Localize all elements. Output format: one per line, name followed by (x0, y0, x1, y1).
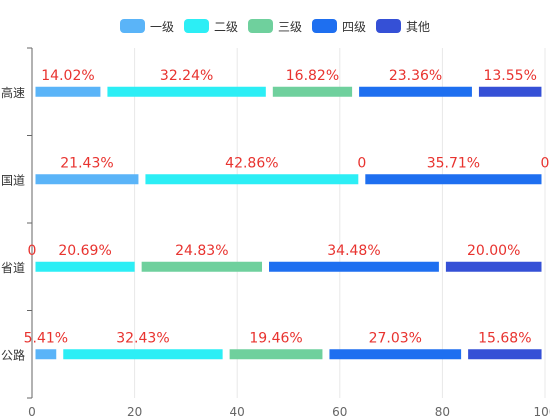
data-label: 13.55% (483, 68, 536, 84)
x-tick-label: 40 (230, 405, 245, 419)
bar-segment (141, 261, 263, 272)
x-tick-label: 100 (534, 405, 550, 419)
bar-segment (35, 349, 57, 360)
data-label: 24.83% (175, 243, 228, 259)
x-tick-label: 20 (127, 405, 142, 419)
data-label: 15.68% (478, 330, 531, 346)
bar-segment (365, 174, 542, 185)
legend-swatch (376, 19, 401, 33)
legend-label: 四级 (342, 19, 367, 34)
bar-segment (359, 86, 472, 97)
legend-item[interactable]: 三级 (248, 15, 302, 37)
legend-swatch (184, 19, 209, 33)
legend-item[interactable]: 二级 (184, 15, 238, 37)
bar-segment (269, 261, 439, 272)
data-label: 27.03% (369, 330, 422, 346)
data-label: 32.24% (160, 68, 213, 84)
bar-segment (107, 86, 266, 97)
bar-segment (272, 86, 353, 97)
bar-segment (229, 349, 323, 360)
y-category-label: 高速 (1, 85, 25, 100)
legend-item[interactable]: 四级 (312, 15, 366, 37)
data-label: 35.71% (427, 155, 480, 171)
bar-segment (35, 86, 101, 97)
bar-segment (478, 86, 542, 97)
legend-label: 一级 (150, 19, 175, 34)
bar-segment (145, 174, 359, 185)
chart-legend: 一级 二级 三级 四级 其他 (0, 15, 550, 37)
bar-segment (445, 261, 542, 272)
legend-swatch (120, 19, 145, 33)
data-label: 23.36% (389, 68, 442, 84)
bar-segment (35, 174, 139, 185)
y-category-label: 公路 (1, 347, 25, 362)
data-label: 20.00% (467, 243, 520, 259)
bar-segment (63, 349, 223, 360)
data-label: 16.82% (286, 68, 339, 84)
legend-swatch (248, 19, 273, 33)
data-label: 0 (357, 155, 366, 171)
legend-item[interactable]: 其他 (376, 15, 430, 37)
x-tick-label: 80 (435, 405, 450, 419)
x-tick-label: 60 (332, 405, 347, 419)
data-label: 0 (541, 155, 550, 171)
bar-segment (35, 261, 135, 272)
y-category-label: 国道 (1, 173, 25, 187)
data-label: 14.02% (41, 68, 94, 84)
data-label: 20.69% (58, 243, 111, 259)
data-label: 21.43% (60, 155, 113, 171)
x-tick-label: 0 (28, 405, 36, 419)
legend-label: 其他 (406, 19, 431, 34)
bar-segment (329, 349, 462, 360)
data-label: 42.86% (225, 155, 278, 171)
data-label: 32.43% (116, 330, 169, 346)
bar-segment (468, 349, 542, 360)
data-label: 19.46% (249, 330, 302, 346)
legend-label: 二级 (214, 19, 239, 34)
legend-label: 三级 (278, 19, 303, 34)
legend-swatch (312, 19, 337, 33)
data-label: 34.48% (327, 243, 380, 259)
legend-item[interactable]: 一级 (120, 15, 174, 37)
data-label: 0 (28, 243, 37, 259)
data-label: 5.41% (24, 330, 68, 346)
y-category-label: 省道 (1, 261, 25, 275)
